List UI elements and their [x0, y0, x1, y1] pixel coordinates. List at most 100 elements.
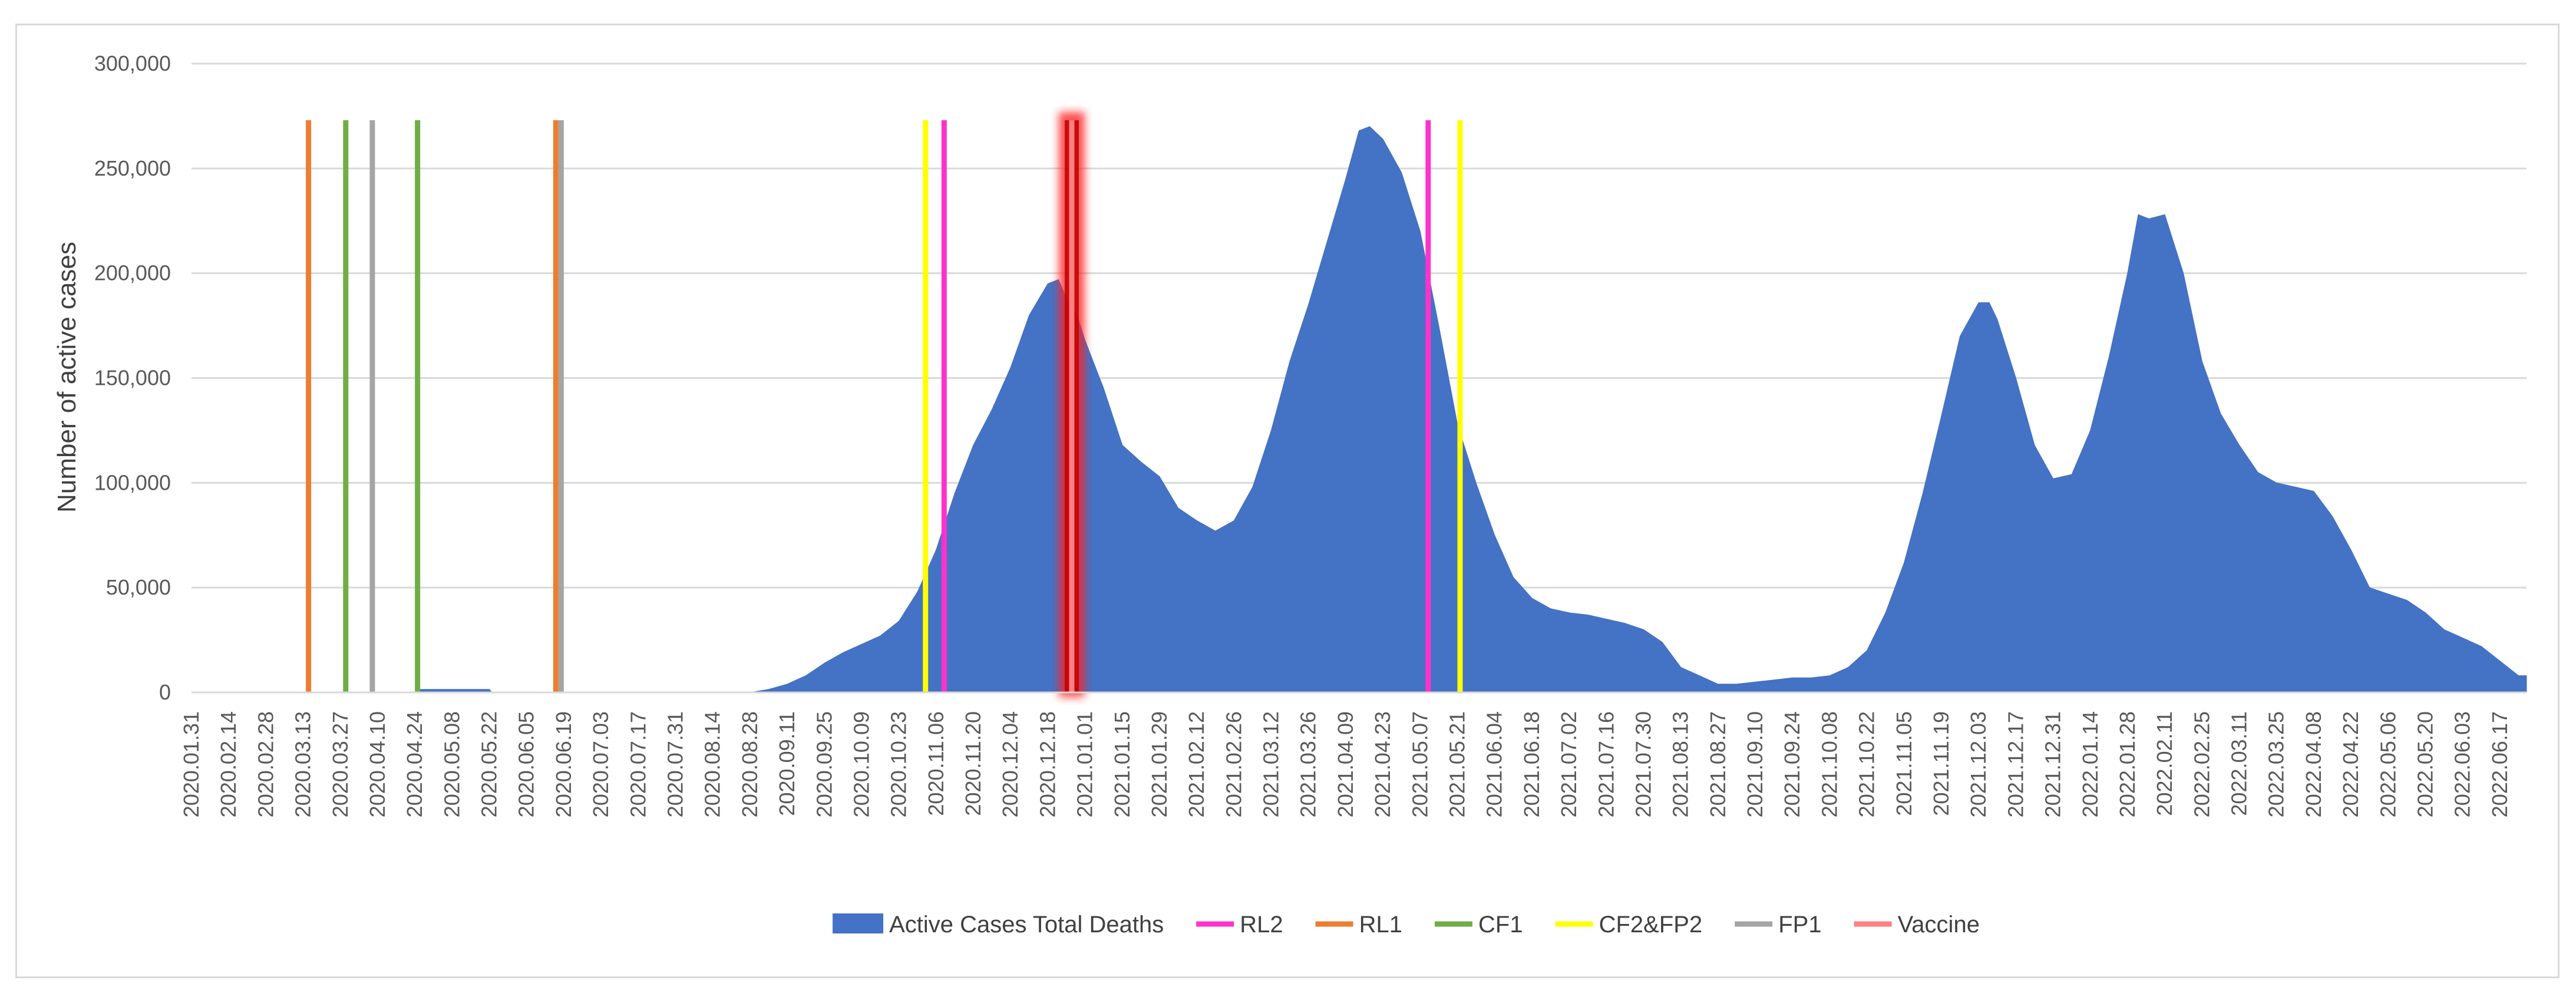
x-tick-label: 2021.12.17: [2003, 711, 2027, 817]
x-tick-label: 2020.06.19: [551, 711, 576, 817]
x-tick-label: 2021.12.31: [2041, 711, 2065, 817]
legend-item: Vaccine: [1854, 912, 1980, 938]
x-tick: 2022.02.25: [2189, 711, 2214, 817]
legend-item: CF2&FP2: [1555, 912, 1702, 938]
x-tick: 2021.09.24: [1780, 711, 1804, 817]
event-markers: [306, 112, 1463, 697]
x-tick: 2022.01.28: [2115, 711, 2139, 817]
x-tick: 2020.08.28: [738, 711, 762, 817]
x-tick-label: 2020.05.22: [477, 711, 501, 817]
x-tick-label: 2021.02.12: [1184, 711, 1208, 817]
x-tick: 2021.07.30: [1632, 711, 1656, 817]
x-tick-label: 2021.10.22: [1855, 711, 1879, 817]
x-tick: 2021.04.23: [1370, 711, 1395, 817]
x-tick-label: 2021.07.16: [1594, 711, 1618, 817]
x-tick: 2021.09.10: [1743, 711, 1767, 817]
x-tick: 2020.11.20: [961, 711, 985, 816]
x-tick: 2020.04.10: [365, 711, 389, 817]
axes: 0 50,000 100,000 150,000 200,000 250,000 300,0…: [94, 51, 2527, 817]
x-tick-label: 2020.08.28: [738, 711, 762, 817]
x-tick-label: 2021.06.18: [1520, 711, 1544, 817]
x-tick: 2020.02.14: [216, 711, 240, 817]
x-tick: 2020.07.31: [663, 711, 688, 817]
legend-item: CF1: [1435, 912, 1523, 938]
x-tick-label: 2022.05.06: [2376, 711, 2400, 817]
x-tick-label: 2022.05.20: [2413, 711, 2438, 817]
x-tick: 2020.08.14: [701, 711, 725, 817]
x-tick-label: 2021.11.05: [1892, 711, 1916, 816]
y-tick-label: 100,000: [94, 470, 171, 494]
x-tick-label: 2021.01.15: [1110, 711, 1134, 817]
x-tick-label: 2021.03.12: [1259, 711, 1283, 817]
x-tick-label: 2022.02.25: [2189, 711, 2214, 817]
x-tick: 2021.05.07: [1408, 711, 1432, 817]
x-tick: 2020.12.04: [998, 711, 1022, 817]
x-tick: 2021.12.31: [2041, 711, 2065, 817]
x-tick: 2021.02.12: [1184, 711, 1208, 817]
x-tick-label: 2022.03.25: [2264, 711, 2288, 817]
legend-label: RL1: [1359, 912, 1402, 938]
x-tick-label: 2021.10.08: [1817, 711, 1841, 817]
x-tick: 2020.06.19: [551, 711, 576, 817]
x-tick-label: 2020.07.31: [663, 711, 688, 817]
x-tick: 2022.04.08: [2301, 711, 2326, 817]
x-tick-label: 2020.12.04: [998, 711, 1022, 817]
x-tick-label: 2020.08.14: [701, 711, 725, 817]
x-tick: 2021.01.01: [1073, 711, 1097, 817]
x-tick: 2021.07.02: [1557, 711, 1581, 817]
x-tick-label: 2020.03.27: [328, 711, 352, 817]
x-tick: 2022.05.20: [2413, 711, 2438, 817]
x-tick: 2021.10.08: [1817, 711, 1841, 817]
x-tick: 2021.07.16: [1594, 711, 1618, 817]
x-tick-label: 2021.07.02: [1557, 711, 1581, 817]
area-series: [191, 126, 2527, 693]
x-tick: 2022.04.22: [2339, 711, 2363, 817]
x-tick-label: 2021.11.19: [1929, 711, 1953, 816]
x-tick: 2020.10.09: [849, 711, 873, 817]
x-tick: 2021.01.29: [1147, 711, 1171, 817]
x-tick: 2020.11.06: [924, 711, 948, 816]
x-tick: 2021.05.21: [1445, 711, 1469, 817]
y-tick-label: 0: [159, 680, 171, 704]
x-tick: 2020.05.22: [477, 711, 501, 817]
x-tick-label: 2022.04.22: [2339, 711, 2363, 817]
x-tick-label: 2020.07.03: [589, 711, 613, 817]
legend-item: Active Cases Total Deaths: [833, 912, 1164, 938]
x-tick-label: 2020.01.31: [179, 711, 203, 817]
x-tick-label: 2020.05.08: [440, 711, 464, 817]
legend-label: Active Cases Total Deaths: [889, 912, 1164, 938]
x-tick-label: 2020.10.09: [849, 711, 873, 817]
x-tick-label: 2021.05.21: [1445, 711, 1469, 817]
x-tick: 2020.01.31: [179, 711, 203, 817]
x-tick-label: 2021.09.24: [1780, 711, 1804, 817]
x-tick-label: 2021.04.23: [1370, 711, 1395, 817]
x-tick: 2022.05.06: [2376, 711, 2400, 817]
x-tick: 2022.06.17: [2488, 711, 2512, 817]
legend-item: RL1: [1315, 912, 1402, 938]
x-tick-label: 2020.12.18: [1035, 711, 1059, 817]
x-tick-label: 2021.07.30: [1632, 711, 1656, 817]
x-tick: 2020.03.13: [291, 711, 315, 817]
x-tick: 2022.01.14: [2078, 711, 2102, 817]
legend-label: RL2: [1240, 912, 1283, 938]
x-tick: 2020.09.11: [775, 711, 799, 816]
x-tick: 2021.03.26: [1296, 711, 1320, 817]
y-tick-label: 250,000: [94, 156, 171, 180]
x-tick: 2021.01.15: [1110, 711, 1134, 817]
x-tick: 2020.07.03: [589, 711, 613, 817]
x-tick-label: 2022.01.28: [2115, 711, 2139, 817]
x-tick: 2021.06.04: [1482, 711, 1507, 817]
x-tick: 2021.02.26: [1221, 711, 1246, 817]
x-tick: 2021.11.05: [1892, 711, 1916, 816]
x-tick-label: 2022.03.11: [2227, 711, 2251, 816]
legend-label: Vaccine: [1898, 912, 1980, 938]
x-tick-label: 2020.04.24: [402, 711, 427, 817]
x-tick-label: 2020.09.11: [775, 711, 799, 816]
x-tick-label: 2020.11.06: [924, 711, 948, 816]
x-tick-label: 2022.01.14: [2078, 711, 2102, 817]
x-tick: 2021.12.03: [1966, 711, 1990, 817]
legend-item: RL2: [1196, 912, 1283, 938]
x-tick: 2021.10.22: [1855, 711, 1879, 817]
x-tick: 2020.03.27: [328, 711, 352, 817]
